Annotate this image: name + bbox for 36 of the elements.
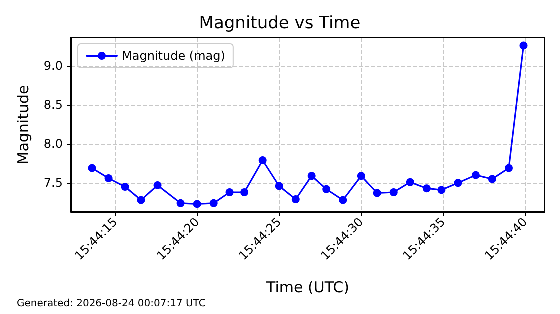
point — [88, 164, 96, 172]
point — [121, 183, 130, 192]
point — [488, 175, 496, 184]
point — [357, 172, 366, 180]
point — [240, 188, 249, 196]
point — [258, 156, 267, 164]
point — [390, 188, 398, 196]
point — [308, 172, 316, 180]
y-tick-label: 8.0 — [44, 137, 63, 152]
point — [292, 196, 300, 204]
point — [226, 188, 234, 196]
point — [176, 199, 185, 208]
point — [438, 186, 446, 194]
point — [322, 185, 331, 194]
point — [137, 196, 146, 204]
point — [339, 196, 348, 204]
y-tick-label: 8.5 — [44, 98, 63, 112]
point — [406, 178, 414, 186]
point — [505, 164, 513, 172]
point — [275, 182, 284, 190]
y-tick-label: 9.0 — [44, 59, 63, 74]
point — [193, 200, 202, 208]
point — [422, 184, 431, 193]
point — [472, 171, 480, 180]
point — [373, 189, 382, 198]
point — [454, 179, 462, 188]
text: Generated: 2026-08-24 00:07:17 UTC — [17, 298, 206, 310]
legend-label: Magnitude (mag) — [122, 49, 226, 63]
y-axis-title: Magnitude — [14, 85, 32, 165]
point — [210, 199, 218, 208]
point — [104, 174, 113, 182]
y-tick-label: 7.5 — [44, 176, 63, 190]
x-axis-title: Time (UTC) — [266, 278, 350, 296]
chart-title: Magnitude vs Time — [199, 14, 361, 34]
point — [154, 181, 162, 190]
point — [520, 42, 528, 50]
